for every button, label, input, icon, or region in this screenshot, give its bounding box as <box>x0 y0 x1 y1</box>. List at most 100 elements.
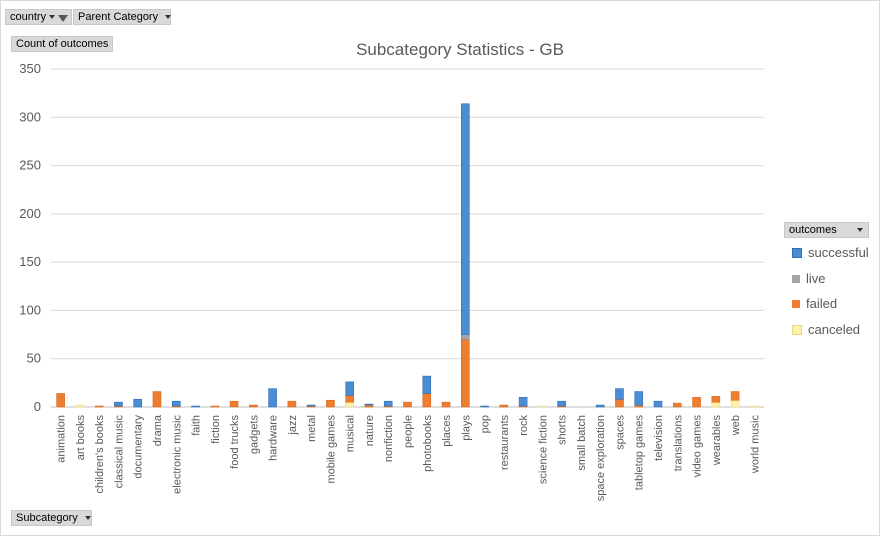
bar-successful <box>480 405 489 408</box>
bar-canceled <box>538 405 547 408</box>
legend-label-canceled: canceled <box>808 322 861 337</box>
y-tick-label: 50 <box>27 351 41 366</box>
x-tick-label: places <box>441 415 453 447</box>
bar-failed <box>229 400 239 408</box>
bar-failed <box>730 391 740 401</box>
chevron-down-icon <box>49 15 56 19</box>
bar-failed <box>692 397 701 408</box>
x-tick-label: documentary <box>133 415 145 479</box>
y-tick-label: 100 <box>19 302 41 317</box>
outcomes-legend-label: outcomes <box>789 224 837 236</box>
bar-failed <box>56 393 65 408</box>
x-tick-label: hardware <box>268 415 280 461</box>
x-tick-label: metal <box>306 415 318 442</box>
bar-failed <box>615 398 624 408</box>
x-tick-label: photobooks <box>422 415 434 472</box>
bar-successful <box>306 404 316 407</box>
chevron-down-icon <box>857 228 863 232</box>
x-tick-label: restaurants <box>499 415 511 471</box>
chevron-down-icon <box>84 516 91 520</box>
y-tick-label: 150 <box>19 254 41 269</box>
legend-item-canceled: canceled <box>792 322 860 337</box>
bar-canceled <box>730 399 740 408</box>
x-tick-label: gadgets <box>248 415 260 455</box>
parent-category-filter-button[interactable]: Parent Category <box>73 9 172 25</box>
x-tick-label: electronic music <box>171 415 183 494</box>
x-tick-label: rock <box>518 415 530 436</box>
x-tick-label: drama <box>152 414 164 446</box>
x-tick-label: small batch <box>576 415 588 471</box>
bar-successful <box>653 400 663 408</box>
bar-failed <box>422 393 432 408</box>
bar-canceled <box>711 401 721 408</box>
y-tick-label: 300 <box>19 109 41 124</box>
bar-failed <box>499 404 509 408</box>
subcategory-field-button[interactable]: Subcategory <box>11 510 92 526</box>
bar-failed <box>403 401 412 408</box>
bar-live <box>461 334 470 340</box>
x-tick-label: tabletop games <box>634 415 646 491</box>
bar-canceled <box>345 401 354 408</box>
bar-successful <box>634 391 644 406</box>
subcategory-field-label: Subcategory <box>16 512 78 524</box>
bar-failed <box>249 404 258 408</box>
legend-item-failed: failed <box>792 296 837 311</box>
x-tick-label: space exploration <box>595 415 607 501</box>
bar-successful <box>364 403 374 406</box>
x-tick-label: plays <box>460 415 472 441</box>
x-tick-label: pop <box>480 415 492 433</box>
legend-swatch-live <box>792 274 800 283</box>
legend-swatch-successful <box>792 247 802 258</box>
legend-label-successful: successful <box>808 245 869 260</box>
y-tick-label: 200 <box>19 206 41 221</box>
bar-failed <box>152 391 162 408</box>
x-tick-label: wearables <box>711 415 723 467</box>
x-tick-label: science fiction <box>537 415 549 484</box>
bar-successful <box>518 397 528 407</box>
bar-successful <box>595 404 605 408</box>
bar-successful <box>268 388 277 408</box>
x-tick-label: art books <box>75 415 87 461</box>
legend-swatch-canceled <box>792 324 802 335</box>
bar-failed <box>326 399 335 408</box>
chevron-down-icon <box>165 15 172 19</box>
x-tick-label: faith <box>191 415 203 436</box>
y-tick-label: 250 <box>19 158 41 173</box>
bar-canceled <box>75 404 85 408</box>
legend-item-successful: successful <box>792 245 869 260</box>
y-tick-label: 350 <box>19 61 41 76</box>
x-tick-label: spaces <box>614 415 626 450</box>
bar-successful <box>171 400 181 407</box>
bar-successful <box>383 400 393 407</box>
y-tick-label: 0 <box>34 399 41 414</box>
bar-canceled <box>750 405 759 408</box>
x-tick-label: web <box>730 415 742 436</box>
country-filter-button[interactable]: country <box>5 9 72 25</box>
legend-item-live: live <box>792 271 826 286</box>
bar-failed <box>210 405 220 408</box>
bar-failed <box>461 339 470 408</box>
x-tick-label: food trucks <box>229 415 241 469</box>
bar-failed <box>441 401 451 408</box>
bar-failed <box>94 405 104 408</box>
x-tick-label: shorts <box>557 415 569 445</box>
x-tick-label: world music <box>749 415 761 475</box>
outcomes-legend-button[interactable]: outcomes <box>784 222 869 238</box>
x-tick-label: children's books <box>94 415 106 494</box>
bar-successful <box>461 103 470 335</box>
x-tick-label: classical music <box>113 415 125 489</box>
x-tick-label: nonfiction <box>383 415 395 462</box>
chart-title: Subcategory Statistics - GB <box>356 40 564 59</box>
filter-icon <box>58 14 69 22</box>
x-tick-label: jazz <box>287 415 299 436</box>
x-tick-label: people <box>403 415 415 448</box>
bar-failed <box>711 396 721 403</box>
bar-successful <box>615 388 624 400</box>
parent-category-filter-label: Parent Category <box>78 11 159 23</box>
values-field-button[interactable]: Count of outcomes <box>11 36 114 52</box>
legend-swatch-failed <box>792 299 800 308</box>
bar-failed <box>287 400 297 408</box>
x-tick-label: translations <box>672 415 684 472</box>
bar-failed <box>345 395 354 403</box>
